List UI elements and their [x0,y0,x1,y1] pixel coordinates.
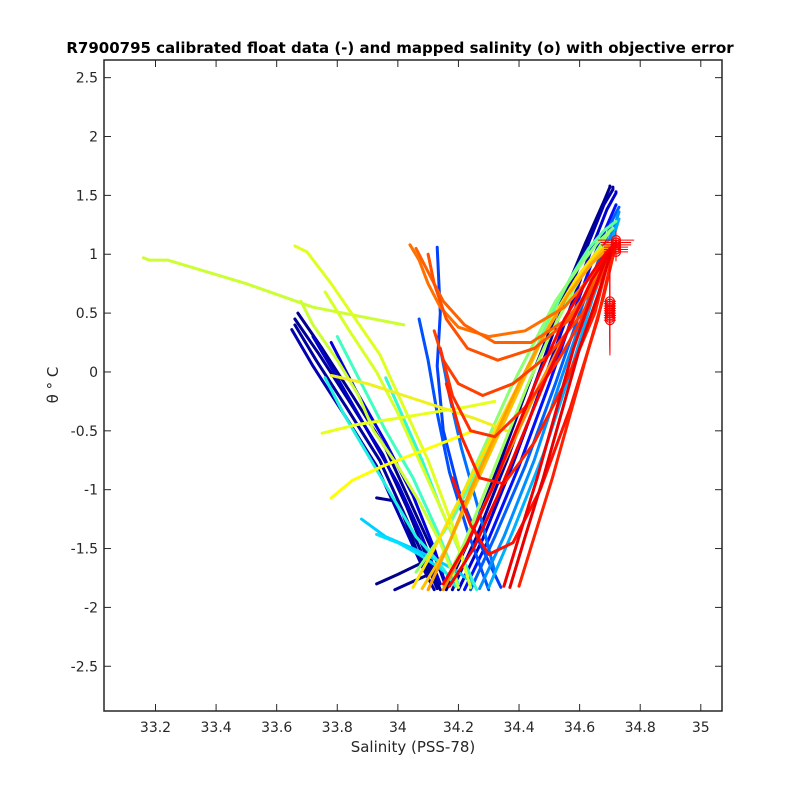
float-profile-line [426,244,612,592]
float-profile-line [329,429,476,500]
float-profile-line [393,570,436,592]
float-profile-line [444,252,612,486]
float-profile-line [478,210,621,591]
y-tick-label: -1 [84,483,98,499]
y-tick-label: 0 [89,365,98,381]
plot-area: 33.2 33.4 33.6 33.8 34 34.2 34.4 34.6 34.8 35 2.5… [71,59,723,736]
float-profile-line [141,256,406,327]
float-profile-line [323,376,457,588]
float-profile-line [463,203,618,592]
float-profile-line [375,496,430,574]
y-tick-label: 1 [89,247,98,263]
float-profile-line [299,299,460,589]
mapped-salinity-layer [597,230,635,356]
float-profile-line [360,517,476,586]
y-tick-label: -2.5 [71,659,98,675]
x-tick-label: 34.2 [443,720,474,736]
y-tick-label: -1.5 [71,542,98,558]
float-profile-line [290,328,436,592]
float-profile-line [441,241,618,586]
x-tick-label: 34.4 [503,720,534,736]
float-profile-line [329,374,509,433]
y-axis-label: θ ° C [44,367,62,404]
y-axis: 2.5 2 1.5 1 0.5 0 -0.5 -1 -1.5 -2 -2.5 [71,71,722,675]
mapped-salinity-point [604,315,616,326]
float-profile-line [293,244,473,589]
float-profile-line [375,561,424,586]
x-tick-label: 34.8 [625,720,656,736]
y-tick-label: 2 [89,130,98,146]
x-tick-label: 33.4 [201,720,232,736]
float-profile-line [323,290,463,556]
y-tick-label: 2.5 [76,71,98,87]
float-profile-line [335,335,460,586]
float-profile-line [408,243,615,339]
float-profile-line [508,241,618,589]
float-profile-line [426,246,615,362]
float-profile-line [311,335,442,586]
y-tick-label: -0.5 [71,424,98,440]
y-tick-label: -2 [84,600,98,616]
y-tick-label: 1.5 [76,188,98,204]
axes-box [103,59,723,712]
x-tick-label: 34 [389,720,407,736]
float-profile-line [320,399,497,435]
float-profile-line [502,241,618,588]
float-profile-line [517,243,618,588]
float-profile-line [375,532,454,580]
x-axis-label: Salinity (PSS-78) [351,738,476,756]
float-profile-line [435,245,503,589]
mapped-salinity-point [610,246,622,257]
x-tick-label: 33.2 [140,720,171,736]
x-tick-label: 35 [692,720,710,736]
chart-title: R7900795 calibrated float data (-) and m… [66,39,734,57]
x-axis: 33.2 33.4 33.6 33.8 34 34.2 34.4 34.6 34.8 35 [140,60,710,736]
x-tick-label: 33.6 [261,720,292,736]
y-tick-label: 0.5 [76,306,98,322]
x-tick-label: 33.8 [322,720,353,736]
series-layer [141,184,621,592]
float-profile-line [438,346,497,574]
x-tick-label: 34.6 [564,720,595,736]
